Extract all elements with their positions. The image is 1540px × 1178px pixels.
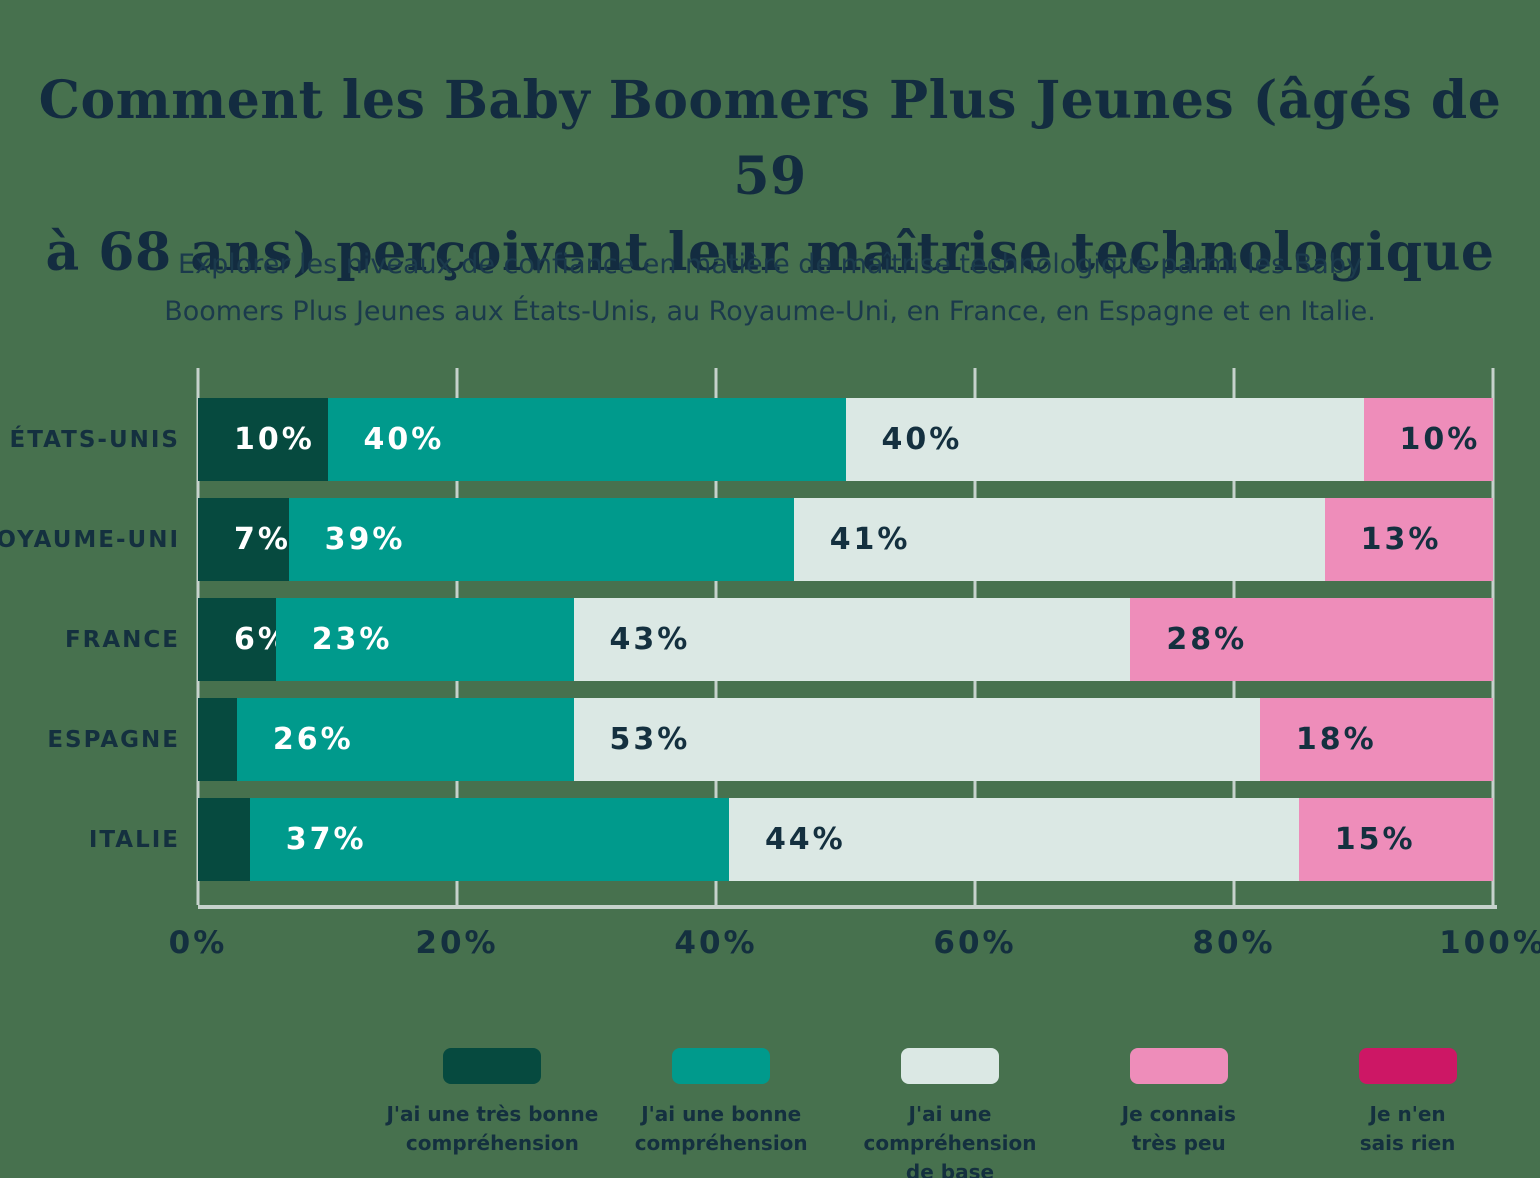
bar-row: ROYAUME-UNI 7% 39% 41% 13% xyxy=(0,498,1540,581)
legend-label-line2: de base xyxy=(905,1160,995,1178)
bar-segment xyxy=(198,698,237,781)
bar-row: ESPAGNE 26% 53% 18% xyxy=(0,698,1540,781)
legend-item: Je n'en sais rien xyxy=(1293,1048,1522,1178)
bar-segment-value: 41% xyxy=(829,522,911,557)
chart-title-line2: à 68 ans) perçoivent leur maîtrise techn… xyxy=(45,221,1495,283)
bar-segment-value: 15% xyxy=(1334,822,1416,857)
bar-segment: 28% xyxy=(1130,598,1493,681)
bar-segment: 53% xyxy=(573,698,1260,781)
bar-row: FRANCE 6% 23% 43% 28% xyxy=(0,598,1540,681)
legend-label: Je n'en sais rien xyxy=(1360,1100,1456,1158)
bar-segment-value: 53% xyxy=(609,722,691,757)
legend-swatch xyxy=(443,1048,542,1084)
bar-segment: 10% xyxy=(1363,398,1493,481)
bar-segment: 39% xyxy=(288,498,794,581)
bar-segment: 18% xyxy=(1259,698,1493,781)
bar-segment: 43% xyxy=(573,598,1131,681)
bar-segment xyxy=(198,798,250,881)
x-axis-labels: 0% 20% 40% 60% 80% 100% xyxy=(169,925,1540,975)
bar-segment-value: 18% xyxy=(1295,722,1377,757)
legend-item: Je connais très peu xyxy=(1064,1048,1293,1178)
bar-segment-value: 40% xyxy=(881,422,963,457)
x-axis-line xyxy=(198,905,1497,909)
bar-segment-value: 23% xyxy=(311,622,393,657)
x-axis-tick-label: 60% xyxy=(933,925,1017,961)
bar-segment-value: 43% xyxy=(609,622,691,657)
bar-segment: 23% xyxy=(275,598,574,681)
bar-track: 6% 23% 43% 28% xyxy=(198,598,1493,681)
legend-label-line1: Je n'en xyxy=(1369,1102,1446,1126)
legend-label-line1: Je connais xyxy=(1121,1102,1236,1126)
bar-segment-value: 10% xyxy=(234,422,315,457)
legend-label: J'ai une bonne compréhension xyxy=(635,1100,808,1158)
legend-label: J'ai une compréhension de base xyxy=(836,1100,1065,1178)
category-label: ÉTATS-UNIS xyxy=(9,426,180,453)
bar-track: 37% 44% 15% xyxy=(198,798,1493,881)
bar-track: 10% 40% 40% 10% xyxy=(198,398,1493,481)
bar-track: 26% 53% 18% xyxy=(198,698,1493,781)
legend-label-line1: J'ai une compréhension xyxy=(863,1102,1037,1155)
legend-item: J'ai une bonne compréhension xyxy=(607,1048,836,1178)
bar-track: 7% 39% 41% 13% xyxy=(198,498,1493,581)
legend-label: Je connais très peu xyxy=(1122,1100,1236,1158)
category-label: FRANCE xyxy=(64,626,180,653)
x-axis-tick-label: 20% xyxy=(415,925,499,961)
bar-segment-value: 7% xyxy=(234,522,291,557)
bar-segment-value: 26% xyxy=(272,722,354,757)
bar-segment-value: 40% xyxy=(363,422,445,457)
legend-label: J'ai une très bonne compréhension xyxy=(386,1100,598,1158)
legend-label-line2: très peu xyxy=(1131,1131,1226,1155)
bar-segment-value: 13% xyxy=(1360,522,1442,557)
bar-row: ÉTATS-UNIS 10% 40% 40% 10% xyxy=(0,398,1540,481)
x-axis-tick-label: 40% xyxy=(674,925,758,961)
bar-row: ITALIE 37% 44% 15% xyxy=(0,798,1540,881)
bar-segment-value: 28% xyxy=(1166,622,1248,657)
bar-segment: 44% xyxy=(728,798,1299,881)
x-axis-tick-label: 100% xyxy=(1439,925,1540,961)
category-label: ITALIE xyxy=(88,826,180,853)
legend-item: J'ai une compréhension de base xyxy=(836,1048,1065,1178)
legend-swatch xyxy=(672,1048,771,1084)
bar-segment: 10% xyxy=(198,398,328,481)
category-label: ESPAGNE xyxy=(47,726,180,753)
chart-subtitle: Explorer les niveaux de confiance en mat… xyxy=(0,241,1540,335)
x-axis-tick-label: 80% xyxy=(1192,925,1276,961)
bar-segment: 40% xyxy=(327,398,846,481)
bar-segment: 6% xyxy=(198,598,288,681)
chart-title-line1: Comment les Baby Boomers Plus Jeunes (âg… xyxy=(38,69,1502,207)
bar-segment: 41% xyxy=(793,498,1325,581)
bar-segment: 7% xyxy=(198,498,289,581)
chart-subtitle-line2: Boomers Plus Jeunes aux États-Unis, au R… xyxy=(164,296,1376,327)
bar-segment: 40% xyxy=(845,398,1364,481)
bar-segment: 15% xyxy=(1298,798,1493,881)
bar-segment-value: 37% xyxy=(285,822,367,857)
bar-segment-value: 39% xyxy=(324,522,406,557)
bar-segment-value: 44% xyxy=(764,822,846,857)
chart-subtitle-line1: Explorer les niveaux de confiance en mat… xyxy=(178,249,1362,280)
legend-swatch xyxy=(1358,1048,1457,1084)
legend: J'ai une très bonne compréhension J'ai une… xyxy=(378,1048,1522,1178)
legend-label-line1: J'ai une très bonne xyxy=(386,1102,599,1126)
bar-segment-value: 10% xyxy=(1399,422,1481,457)
legend-label-line2: compréhension xyxy=(405,1131,579,1155)
gridline xyxy=(1491,368,1495,905)
bar-segment: 26% xyxy=(236,698,574,781)
legend-label-line2: compréhension xyxy=(634,1131,808,1155)
legend-swatch xyxy=(1129,1048,1228,1084)
legend-label-line2: sais rien xyxy=(1359,1131,1456,1155)
legend-item: J'ai une très bonne compréhension xyxy=(378,1048,607,1178)
bar-segment: 13% xyxy=(1324,498,1493,581)
legend-swatch xyxy=(900,1048,999,1084)
x-axis-tick-label: 0% xyxy=(168,925,228,961)
category-label: ROYAUME-UNI xyxy=(0,526,180,553)
legend-label-line1: J'ai une bonne xyxy=(641,1102,802,1126)
chart-title: Comment les Baby Boomers Plus Jeunes (âg… xyxy=(0,63,1540,291)
bar-segment: 37% xyxy=(249,798,729,881)
